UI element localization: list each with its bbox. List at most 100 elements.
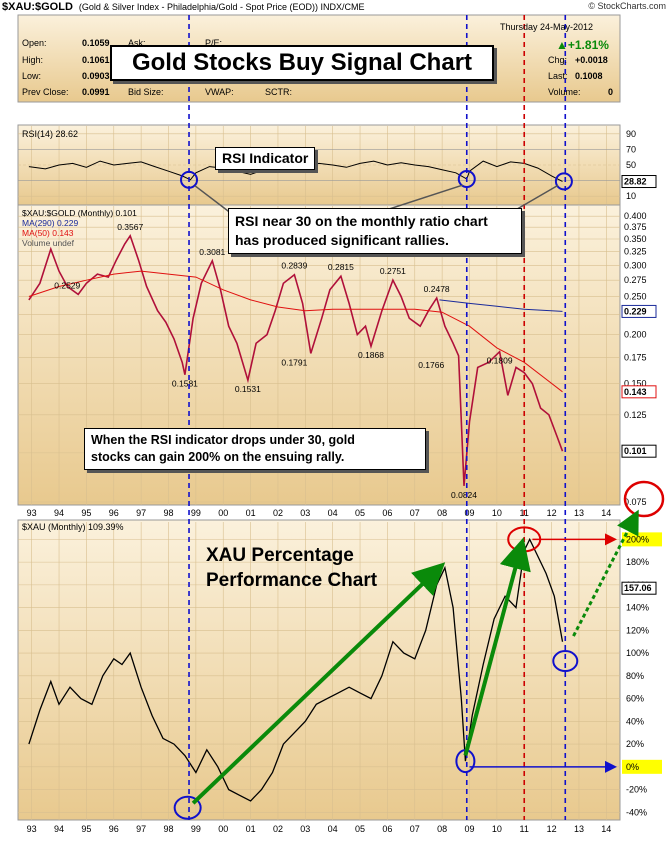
rsi-legend: RSI(14) 28.62 bbox=[22, 129, 78, 139]
xau-performance-title: XAU Percentage Performance Chart bbox=[206, 543, 377, 593]
ratio-y-tick-label: 0.350 bbox=[624, 234, 647, 244]
ratio-value-label: 0.1766 bbox=[418, 360, 444, 370]
ratio-ma50-line bbox=[28, 270, 563, 393]
xau-last-value-box bbox=[621, 581, 657, 595]
ratio-ma290-last-box bbox=[621, 304, 657, 318]
xau-x-tick-label: 08 bbox=[437, 824, 447, 834]
xau-y-tick-label: 60% bbox=[626, 694, 644, 704]
xau-y-tick-label: 20% bbox=[626, 739, 644, 749]
ratio-x-tick-label: 96 bbox=[109, 508, 119, 518]
ratio-y-tick-label: 0.200 bbox=[624, 330, 647, 340]
rsi-y-tick-label: 10 bbox=[626, 191, 636, 201]
ratio-x-tick-label: 98 bbox=[163, 508, 173, 518]
projected-rally-arrow bbox=[572, 509, 639, 637]
gain-note-line-2: stocks can gain 200% on the ensuing rall… bbox=[91, 450, 345, 464]
rsi-last-value-box bbox=[621, 175, 657, 189]
rsi-indicator-callout: RSI Indicator bbox=[215, 147, 316, 170]
quote-date: Thursday 24-May-2012 bbox=[500, 22, 594, 32]
xau-y-tick-label: -20% bbox=[626, 785, 647, 795]
ratio-price-last: 0.101 bbox=[624, 446, 647, 456]
xau-y-tick-label: 120% bbox=[626, 625, 649, 635]
ratio-x-tick-label: 04 bbox=[328, 508, 338, 518]
rsi-signal-circle bbox=[180, 170, 199, 189]
ratio-value-label: 0.1791 bbox=[281, 357, 307, 367]
quote-value-open: 0.1059 bbox=[82, 38, 110, 48]
quote-label-low: Low: bbox=[22, 71, 42, 81]
quote-sctr: SCTR: bbox=[265, 87, 292, 97]
gain-note-line-1: When the RSI indicator drops under 30, g… bbox=[91, 433, 355, 447]
xau-y-tick-label: 180% bbox=[626, 557, 649, 567]
rsi-last-value: 28.82 bbox=[624, 177, 647, 187]
xau-x-tick-label: 04 bbox=[328, 824, 338, 834]
symbol: $XAU:$GOLD bbox=[2, 1, 73, 13]
ratio-price-last-box bbox=[621, 444, 657, 458]
ratio-x-tick-label: 00 bbox=[218, 508, 228, 518]
ratio-value-label: 0.1809 bbox=[487, 356, 513, 366]
xau-y-tick-label: 0% bbox=[626, 762, 639, 772]
xau-x-tick-label: 09 bbox=[464, 824, 474, 834]
xau-y-tick-highlight bbox=[622, 759, 662, 774]
ratio-value-label: 0.0824 bbox=[451, 490, 477, 500]
ratio-ma290-last: 0.229 bbox=[624, 306, 647, 316]
xau-title-line-1: XAU Percentage bbox=[206, 545, 354, 566]
xau-x-tick-label: 12 bbox=[547, 824, 557, 834]
change-pct: ▲+1.81% bbox=[556, 38, 609, 52]
ratio-y-tick-label: 0.400 bbox=[624, 211, 647, 221]
rsi-y-tick-label: 50 bbox=[626, 160, 636, 170]
ratio-y-tick-label: 0.275 bbox=[624, 275, 647, 285]
xau-x-tick-label: 98 bbox=[163, 824, 173, 834]
quote-label-high: High: bbox=[22, 55, 44, 65]
rsi-note-callout: RSI near 30 on the monthly ratio chart h… bbox=[228, 208, 522, 254]
xau-x-tick-label: 07 bbox=[410, 824, 420, 834]
volume-label: Volume: bbox=[548, 87, 581, 97]
rsi-signal-circle bbox=[554, 172, 573, 191]
ratio-value-label: 0.2751 bbox=[380, 266, 406, 276]
xau-x-tick-label: 06 bbox=[382, 824, 392, 834]
rsi-y-tick-label: 90 bbox=[626, 129, 636, 139]
ratio-ma290-line bbox=[439, 299, 563, 312]
ratio-x-tick-label: 07 bbox=[410, 508, 420, 518]
gain-note-callout: When the RSI indicator drops under 30, g… bbox=[84, 428, 426, 470]
xau-y-tick-label: 100% bbox=[626, 648, 649, 658]
xau-x-tick-label: 05 bbox=[355, 824, 365, 834]
ratio-x-tick-label: 08 bbox=[437, 508, 447, 518]
ratio-y-tick-label: 0.175 bbox=[624, 352, 647, 362]
quote-value-prev: 0.0991 bbox=[82, 87, 110, 97]
last-value: 0.1008 bbox=[575, 71, 603, 81]
chart-title: Gold Stocks Buy Signal Chart bbox=[110, 45, 494, 81]
chg-value: +0.0018 bbox=[575, 55, 608, 65]
xau-y-tick-label: -40% bbox=[626, 807, 647, 817]
ratio-x-tick-label: 05 bbox=[355, 508, 365, 518]
rsi-signal-circle bbox=[457, 170, 476, 189]
xau-legend: $XAU (Monthly) 109.39% bbox=[22, 522, 124, 532]
ratio-value-label: 0.1868 bbox=[358, 350, 384, 360]
ratio-x-tick-label: 14 bbox=[601, 508, 611, 518]
brand: © StockCharts.com bbox=[588, 1, 666, 11]
callout-pointer bbox=[511, 184, 559, 213]
ratio-legend-item: $XAU:$GOLD (Monthly) 0.101 bbox=[22, 208, 137, 218]
ratio-x-tick-label: 02 bbox=[273, 508, 283, 518]
ratio-legend-item: MA(290) 0.229 bbox=[22, 218, 78, 228]
ratio-value-label: 0.1531 bbox=[235, 384, 261, 394]
symbol-description: (Gold & Silver Index - Philadelphia/Gold… bbox=[78, 2, 365, 12]
quote-pe: P/E: bbox=[205, 38, 223, 48]
quote-ask: Ask: bbox=[128, 38, 146, 48]
xau-y-tick-label: 200% bbox=[626, 534, 649, 544]
xau-x-tick-label: 10 bbox=[492, 824, 502, 834]
rally-arrow-2 bbox=[463, 537, 531, 756]
xau-x-tick-label: 01 bbox=[246, 824, 256, 834]
ratio-x-tick-label: 01 bbox=[246, 508, 256, 518]
ratio-value-label: 0.2839 bbox=[281, 261, 307, 271]
xau-title-line-2: Performance Chart bbox=[206, 570, 378, 591]
xau-x-tick-label: 93 bbox=[27, 824, 37, 834]
xau-x-tick-label: 99 bbox=[191, 824, 201, 834]
ratio-x-tick-label: 99 bbox=[191, 508, 201, 518]
target-circle bbox=[623, 480, 665, 518]
ratio-y-tick-label: 0.250 bbox=[624, 291, 647, 301]
quote-bidsize: Bid Size: bbox=[128, 87, 164, 97]
xau-x-tick-label: 14 bbox=[601, 824, 611, 834]
ratio-value-label: 0.3567 bbox=[117, 222, 143, 232]
ratio-ma50-last-box bbox=[621, 385, 657, 399]
ratio-x-tick-label: 97 bbox=[136, 508, 146, 518]
